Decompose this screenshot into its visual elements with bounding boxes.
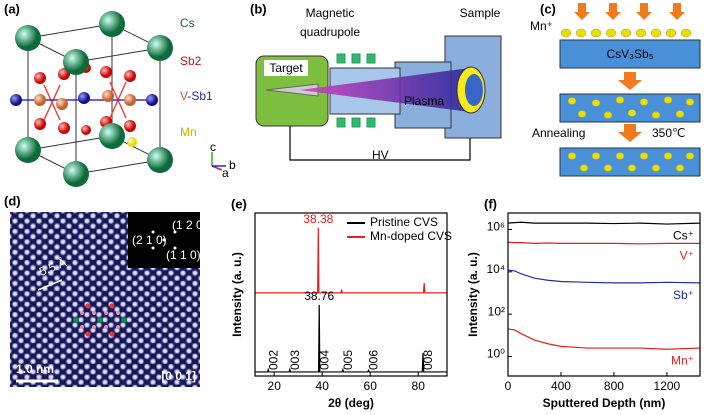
x-tick-label: 80 xyxy=(412,379,426,393)
plasma-beam xyxy=(300,68,470,112)
series-line xyxy=(507,241,700,245)
series-line xyxy=(507,221,701,225)
panel-label: (d) xyxy=(4,193,21,208)
cs-atoms xyxy=(15,11,173,187)
peak-index: 006 xyxy=(367,350,381,370)
magnets xyxy=(336,53,376,128)
y-tick-label: 10⁴ xyxy=(486,262,505,276)
panel-label: (b) xyxy=(250,1,267,16)
atom-label: Cs xyxy=(180,16,195,30)
sample xyxy=(465,74,483,106)
atom-label: V-Sb1 xyxy=(180,89,213,103)
panel-d: (d) 5.5 Å (1 2 0) (2 1 0) (1 1 0) 1.0 nm… xyxy=(4,193,207,387)
step-label: Annealing xyxy=(532,126,585,140)
component-label: Magnetic xyxy=(306,6,355,20)
plot-frame xyxy=(254,212,448,377)
peak-index: 004 xyxy=(317,350,331,370)
structure-overlay xyxy=(73,303,127,337)
axis-triad xyxy=(211,152,226,171)
x-axis-label: Sputtered Depth (nm) xyxy=(543,396,666,410)
atom-label: Sb2 xyxy=(180,54,202,68)
x-tick-label: 1200 xyxy=(654,379,681,393)
atom-label-part: -Sb1 xyxy=(187,89,213,103)
panel-a: (a) Cs Sb2 V-Sb1 Mn c a b xyxy=(4,1,236,187)
series-label: V⁺ xyxy=(680,249,694,263)
crystal xyxy=(559,93,701,123)
x-tick-label: 400 xyxy=(551,379,571,393)
fft-label: (2 1 0) xyxy=(132,233,167,247)
series-line xyxy=(255,227,447,294)
peak-value: 38.76 xyxy=(304,289,334,303)
mn-atom xyxy=(127,137,137,147)
panel-label: (a) xyxy=(4,1,20,16)
sb1-atoms xyxy=(10,92,158,106)
axis-name: b xyxy=(229,158,236,172)
panel-c: (c) Mn⁺ CsV₃Sb₅ Annealing 350℃ xyxy=(530,1,701,177)
fft-label: (1 2 0) xyxy=(172,218,207,232)
v-atoms xyxy=(34,90,136,110)
panel-b: (b) Magnetic quadrupole Sample HV Target… xyxy=(250,1,502,162)
y-tick-label: 10⁶ xyxy=(487,220,505,234)
component-label: quadrupole xyxy=(300,25,360,39)
ion-label: Mn⁺ xyxy=(530,19,553,33)
peak-index: 008 xyxy=(421,350,435,370)
crystal xyxy=(559,39,701,69)
component-label: Plasma xyxy=(404,94,444,108)
mn-ions xyxy=(560,28,692,38)
panel-label: (e) xyxy=(231,196,247,211)
series-line xyxy=(507,328,701,350)
crystal xyxy=(559,147,701,177)
ion-arrows xyxy=(574,3,685,142)
axis-name: c xyxy=(210,140,216,154)
series-label: Sb⁺ xyxy=(673,288,694,302)
y-axis-label: Intensity (a. u.) xyxy=(230,252,244,337)
unit-cell xyxy=(26,23,162,175)
legend-label: Pristine CVS xyxy=(370,215,438,229)
fft-label: (1 1 0) xyxy=(166,248,201,262)
y-tick-label: 10⁰ xyxy=(487,347,505,361)
component-label: Target xyxy=(269,61,303,75)
zone-axis-label: [0 0 1] xyxy=(161,369,196,383)
panel-label: (f) xyxy=(484,196,497,211)
peak-index: 005 xyxy=(341,350,355,370)
x-tick-label: 20 xyxy=(268,379,282,393)
peak-index: 003 xyxy=(288,350,302,370)
x-tick-label: 60 xyxy=(364,379,378,393)
y-tick-label: 10² xyxy=(488,304,505,318)
label-box xyxy=(264,60,308,76)
charts: (e) 20 40 60 80 2θ (deg) Intensity (a. u.) Pris… xyxy=(230,196,701,410)
component-label: Sample xyxy=(460,6,501,20)
peak-index: 002 xyxy=(266,350,280,370)
implanted-ions xyxy=(567,96,695,172)
atom-label: Mn xyxy=(180,125,197,139)
component-label: HV xyxy=(372,148,389,162)
series-label: Cs⁺ xyxy=(673,228,694,242)
y-axis-label: Intensity (a. u.) xyxy=(466,252,480,337)
fft-spots xyxy=(151,230,177,250)
x-tick-label: 0 xyxy=(505,379,512,393)
crystal-label: CsV₃Sb₅ xyxy=(606,47,653,61)
atom-label-part: V xyxy=(180,89,188,103)
spacing-marker xyxy=(37,279,63,291)
x-tick-label: 40 xyxy=(316,379,330,393)
peak-value: 38.38 xyxy=(303,212,333,226)
legend-label: Mn-doped CVS xyxy=(370,229,452,243)
series-line xyxy=(507,269,701,284)
x-tick-label: 800 xyxy=(604,379,624,393)
plot-frame xyxy=(507,212,701,377)
hv-wire xyxy=(289,126,471,161)
x-axis-label: 2θ (deg) xyxy=(328,396,374,410)
series-line xyxy=(255,304,447,373)
series-label: Mn⁺ xyxy=(671,353,694,367)
scale-label: 1.0 nm xyxy=(16,362,54,376)
axis-name: a xyxy=(222,166,229,180)
panel-label: (c) xyxy=(540,1,556,16)
step-label: 350℃ xyxy=(652,126,686,140)
